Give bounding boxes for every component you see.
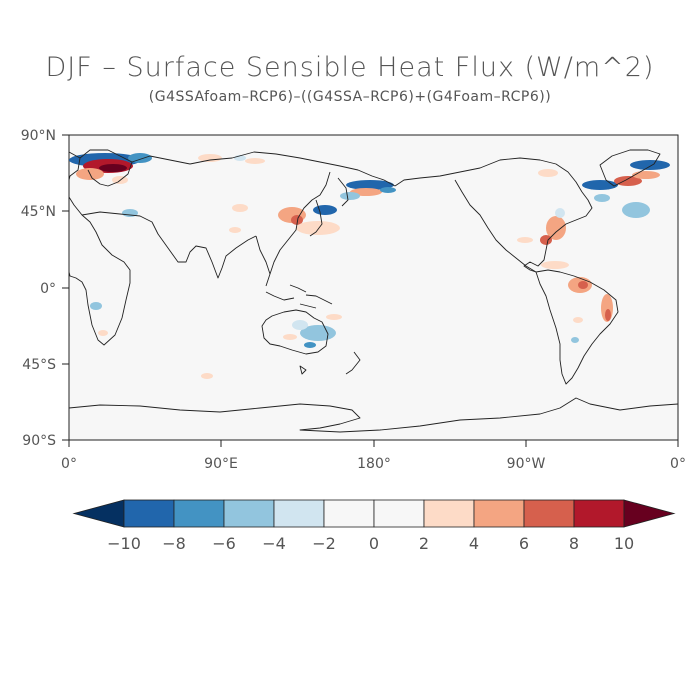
colorbar-arrow-low	[72, 499, 125, 528]
colorbar-labels: −10 −8 −6 −4 −2 0 2 4 6 8 10	[107, 534, 634, 553]
colorbar	[72, 499, 676, 528]
axis-ticks	[62, 134, 679, 447]
colorbar-box	[523, 499, 575, 528]
lat-label-45s: 45°S	[22, 357, 56, 373]
lon-label-90w: 90°W	[507, 456, 546, 472]
colorbar-tick-label: −8	[162, 534, 186, 553]
colorbar-box	[123, 499, 175, 528]
colorbar-tick-label: −2	[312, 534, 336, 553]
colorbar-tick-label: 10	[614, 534, 634, 553]
colorbar-tick-label: −4	[262, 534, 286, 553]
colorbar-tick-label: −6	[212, 534, 236, 553]
lat-label-0: 0°	[40, 281, 56, 297]
colorbar-box	[223, 499, 275, 528]
colorbar-arrow-high	[623, 499, 676, 528]
lat-label-90n: 90°N	[21, 128, 56, 144]
colorbar-box	[473, 499, 525, 528]
colorbar-tick-label: 0	[369, 534, 379, 553]
colorbar-box	[173, 499, 225, 528]
colorbar-tick-label: 8	[569, 534, 579, 553]
colorbar-tick-label: 6	[519, 534, 529, 553]
colorbar-tick-label: 2	[419, 534, 429, 553]
colorbar-tick-label: 4	[469, 534, 479, 553]
lat-label-45n: 45°N	[21, 204, 56, 220]
anomaly-patches	[69, 153, 670, 379]
lon-label-90e: 90°E	[204, 456, 238, 472]
colorbar-box	[423, 499, 475, 528]
colorbar-box	[573, 499, 625, 528]
colorbar-box	[273, 499, 325, 528]
colorbar-box	[373, 499, 425, 528]
lon-label-0-end: 0°	[670, 456, 686, 472]
lon-label-180: 180°	[357, 456, 391, 472]
map-title: DJF – Surface Sensible Heat Flux (W/m^2)	[45, 52, 655, 83]
lon-label-0: 0°	[61, 456, 77, 472]
coastlines	[68, 149, 679, 433]
colorbar-box	[323, 499, 375, 528]
lat-label-90s: 90°S	[22, 433, 56, 449]
colorbar-tick-label: −10	[107, 534, 141, 553]
map-subtitle: (G4SSAfoam–RCP6)–((G4SSA–RCP6)+(G4Foam–R…	[148, 89, 552, 105]
